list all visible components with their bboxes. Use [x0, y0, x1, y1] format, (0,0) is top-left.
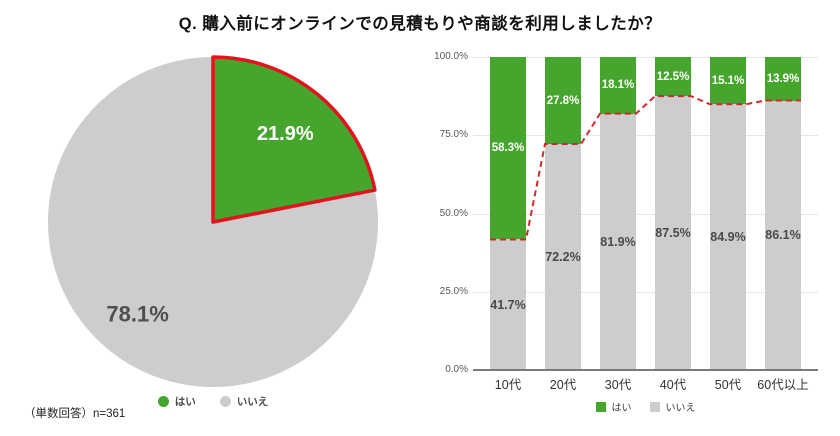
pie-legend: はい いいえ [45, 394, 381, 409]
segment-yes: 58.3% [490, 57, 526, 240]
gridline [473, 57, 818, 58]
segment-yes: 18.1% [600, 57, 636, 114]
y-tick-label: 0.0% [445, 364, 468, 375]
chart-title: Q. 購入前にオンラインでの見積もりや商談を利用しましたか？ [178, 15, 662, 33]
y-tick-label: 25.0% [439, 285, 468, 297]
pie-data-label-yes: 21.9% [257, 123, 314, 145]
x-tick-label-60代以上: 60代以上 [757, 378, 809, 392]
segment-no: 87.5% [655, 96, 691, 370]
gridline [473, 291, 818, 293]
y-tick-label: 50.0% [439, 207, 468, 219]
no-legend-square-icon [649, 401, 660, 412]
segment-yes: 12.5% [655, 57, 691, 97]
x-tick-label-20代: 20代 [549, 378, 577, 392]
pie-data-label-no: 78.1% [106, 301, 168, 326]
data-label-yes: 27.8% [546, 94, 580, 107]
pie-legend-item-yes: はい [157, 394, 196, 409]
no-legend-dot-icon [219, 396, 231, 407]
bar-legend: はい いいえ [473, 399, 818, 414]
footnote: （単数回答）n=361 [24, 408, 126, 420]
segment-no: 41.7% [490, 239, 526, 370]
data-label-yes: 12.5% [656, 70, 690, 83]
bar-10代: 58.3% 41.7% [490, 57, 526, 370]
segment-no: 72.2% [545, 144, 581, 370]
y-tick-label: 100.0% [434, 51, 468, 62]
pie-slice-yes [211, 55, 377, 224]
pie-chart: 21.9% 78.1% [48, 55, 378, 387]
data-label-no: 86.1% [765, 228, 801, 243]
yes-legend-dot-icon [157, 396, 169, 407]
bar-legend-yes-label: はい [611, 403, 632, 414]
bar-40代: 12.5% 87.5% [655, 57, 691, 370]
data-label-no: 41.7% [490, 297, 526, 312]
data-label-no: 72.2% [545, 249, 581, 264]
x-axis-labels: 10代 20代 30代 40代 50代 60代以上 [473, 374, 818, 392]
segment-no: 84.9% [710, 104, 746, 370]
bar-20代: 27.8% 72.2% [545, 57, 581, 370]
bar-50代: 15.1% 84.9% [710, 57, 746, 370]
segment-yes: 15.1% [710, 57, 746, 105]
segment-yes: 27.8% [545, 57, 581, 144]
data-label-no: 87.5% [655, 226, 691, 241]
yes-legend-square-icon [595, 401, 606, 412]
x-tick-label-10代: 10代 [494, 378, 522, 392]
data-label-yes: 58.3% [491, 142, 525, 155]
x-tick-label-40代: 40代 [659, 378, 687, 392]
y-axis-labels: 100.0% 75.0% 50.0% 25.0% 0.0% [416, 51, 468, 375]
y-tick-label: 75.0% [439, 129, 468, 141]
bar-30代: 18.1% 81.9% [600, 57, 636, 370]
x-axis-line [473, 369, 818, 371]
boundary-trend-line [490, 95, 801, 241]
pie-legend-yes-label: はい [174, 396, 196, 408]
data-label-no: 81.9% [600, 234, 636, 249]
bar-60代以上: 13.9% 86.1% [765, 57, 801, 370]
bar-plot-area: 58.3% 41.7% 27.8% 72.2% 18.1% 81.9% 12.5% 87.5%… [473, 57, 818, 371]
x-tick-label-30代: 30代 [604, 378, 632, 392]
data-label-yes: 13.9% [766, 72, 800, 85]
pie-legend-item-no: いいえ [219, 394, 269, 409]
pie-legend-no-label: いいえ [236, 396, 269, 408]
data-label-no: 84.9% [710, 230, 746, 245]
bar-legend-item-no: いいえ [649, 399, 696, 414]
x-tick-label-50代: 50代 [714, 378, 742, 392]
data-label-yes: 18.1% [601, 79, 635, 92]
bar-legend-no-label: いいえ [665, 403, 696, 414]
segment-yes: 13.9% [765, 57, 801, 101]
segment-no: 86.1% [765, 100, 801, 370]
segment-no: 81.9% [600, 113, 636, 370]
data-label-yes: 15.1% [711, 74, 745, 87]
bar-legend-item-yes: はい [595, 399, 632, 414]
